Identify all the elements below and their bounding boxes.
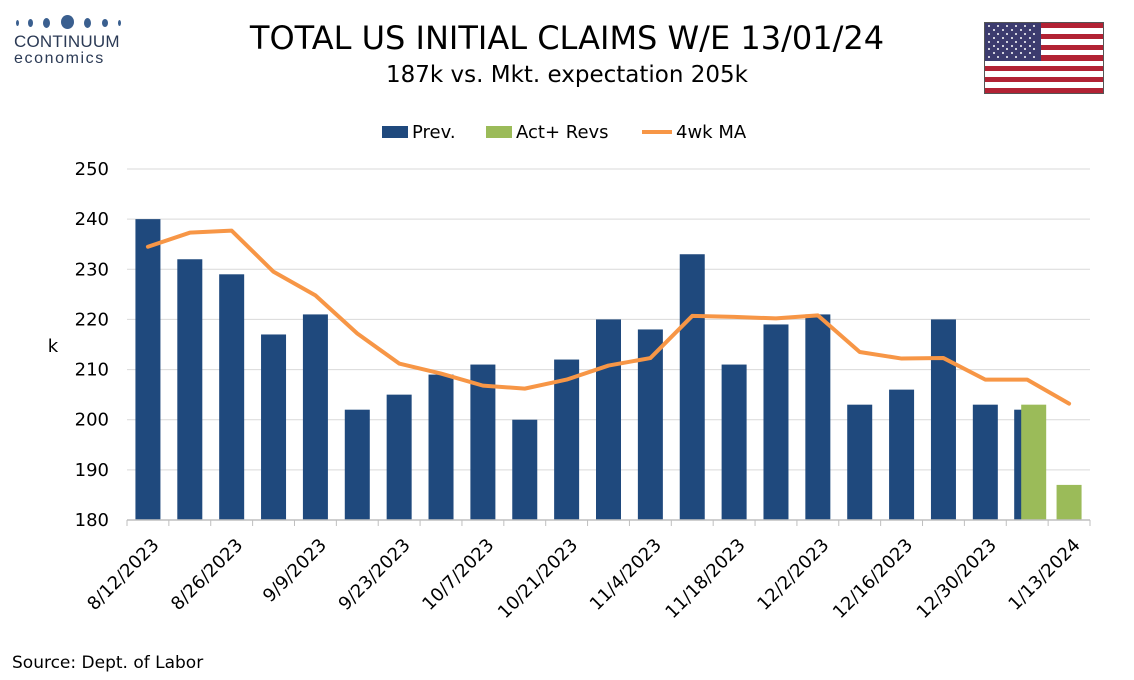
y-tick-label: 250 [75,159,109,180]
bar-prev [721,364,747,520]
x-tick-label: 12/16/2023 [829,535,917,623]
x-tick-label: 10/21/2023 [494,535,582,623]
legend-label-prev: Prev. [412,122,456,143]
chart-title: TOTAL US INITIAL CLAIMS W/E 13/01/24 [249,19,885,57]
y-tick-label: 210 [75,360,109,381]
bar-prev [679,254,705,520]
us-flag-icon [984,22,1104,94]
y-tick-label: 180 [75,510,109,531]
bar-prev [930,319,956,520]
logo-subname: economics [14,50,105,67]
bar-prev [847,404,873,520]
bar-prev [302,314,328,520]
chart-subtitle: 187k vs. Mkt. expectation 205k [385,62,748,88]
bar-prev [386,394,412,520]
x-tick-label: 1/13/2024 [1004,535,1084,615]
x-tick-label: 8/26/2023 [167,535,247,615]
bar-prev [219,274,245,520]
bar-prev [261,334,287,520]
bar-act [1021,404,1047,520]
x-tick-label: 11/4/2023 [586,535,666,615]
x-tick-label: 8/12/2023 [83,535,163,615]
logo-name: CONTINUUM [14,32,120,51]
legend-label-ma: 4wk MA [676,122,747,143]
y-tick-label: 220 [75,309,109,330]
bar-prev [805,314,831,520]
continuum-logo: CONTINUUM economics [14,14,136,68]
bar-prev [428,374,454,520]
legend-swatch-act [486,126,512,138]
x-tick-label: 9/23/2023 [335,535,415,615]
logo-dots-icon [14,14,136,32]
bar-prev [554,359,580,520]
ma-line [145,228,1072,406]
bar-act [1056,484,1082,520]
bar-prev [972,404,998,520]
bar-prev [889,389,915,520]
x-tick-label: 10/7/2023 [418,535,498,615]
y-tick-label: 230 [75,259,109,280]
bar-prev [596,319,621,520]
y-tick-label: 240 [75,209,109,230]
bar-prev [344,409,370,520]
bar-prev [470,364,496,520]
bar-prev [512,419,538,520]
bar-prev [135,219,161,520]
bar-prev [763,324,789,520]
x-tick-label: 9/9/2023 [259,535,331,607]
y-axis-label: k [48,336,59,357]
y-tick-label: 190 [75,460,109,481]
x-tick-label: 12/2/2023 [753,535,833,615]
x-tick-label: 12/30/2023 [913,535,1001,623]
legend-label-act: Act+ Revs [516,122,609,143]
legend-swatch-prev [382,126,408,138]
x-tick-label: 11/18/2023 [661,535,749,623]
source-note: Source: Dept. of Labor [12,653,204,673]
y-tick-label: 200 [75,410,109,431]
bar-prev [177,259,203,520]
